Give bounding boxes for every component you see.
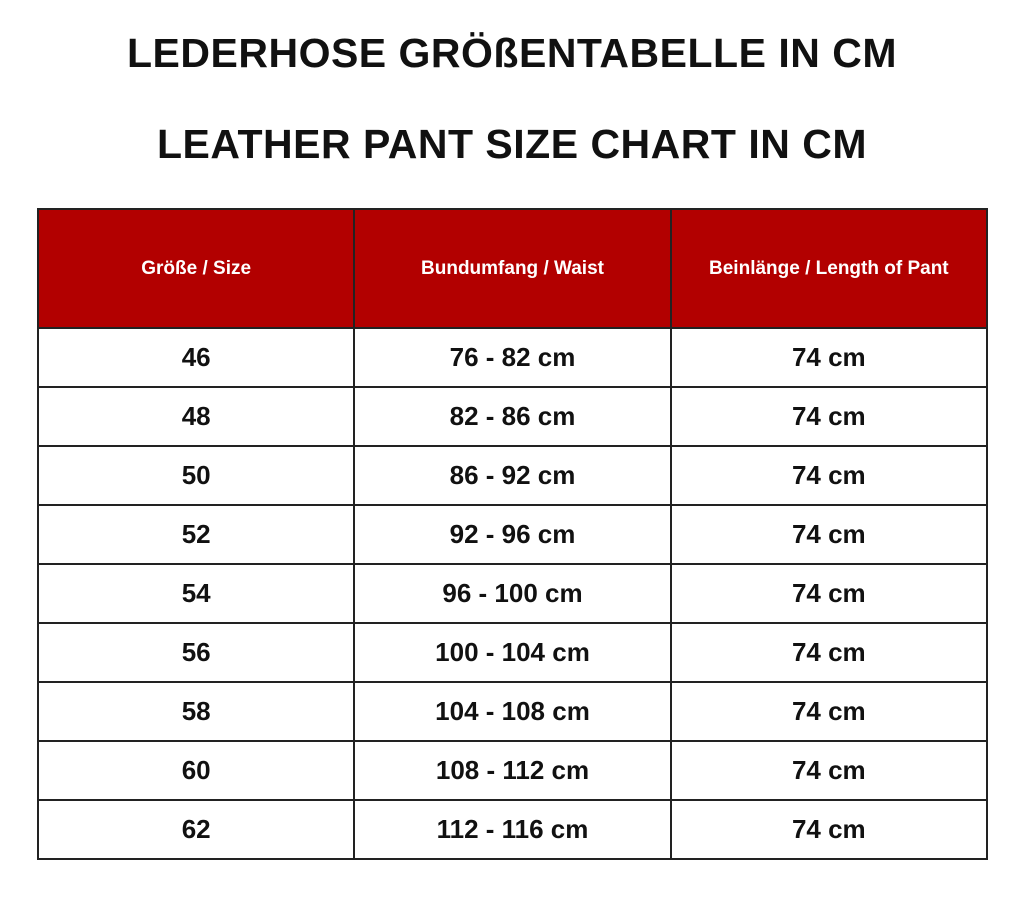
table-cell: 74 cm [669, 504, 989, 565]
column-header: Beinlänge / Length of Pant [669, 208, 989, 329]
table-cell: 74 cm [669, 327, 989, 388]
table-cell: 56 [36, 622, 356, 683]
header-row: Größe / Size Bundumfang / Waist Beinlänge … [36, 208, 989, 329]
title: LEDERHOSE GRÖßENTABELLE IN CM [127, 30, 897, 76]
table-row: 52 92 - 96 cm 74 cm [36, 504, 989, 565]
table-row: 50 86 - 92 cm 74 cm [36, 445, 989, 506]
column-header: Bundumfang / Waist [353, 208, 672, 329]
table-cell: 82 - 86 cm [353, 386, 672, 447]
table-cell: 112 - 116 cm [353, 799, 672, 860]
table-cell: 74 cm [669, 740, 989, 801]
table-row: 46 76 - 82 cm 74 cm [36, 327, 989, 388]
column-header: Größe / Size [36, 208, 356, 329]
table-cell: 76 - 82 cm [353, 327, 672, 388]
table-cell: 74 cm [669, 563, 989, 624]
table-cell: 74 cm [669, 799, 989, 860]
table-cell: 48 [36, 386, 356, 447]
table-row: 48 82 - 86 cm 74 cm [36, 386, 989, 447]
table-cell: 104 - 108 cm [353, 681, 672, 742]
table-row: 58 104 - 108 cm 74 cm [36, 681, 989, 742]
table-cell: 108 - 112 cm [353, 740, 672, 801]
table-cell: 100 - 104 cm [353, 622, 672, 683]
table-cell: 62 [36, 799, 356, 860]
table-cell: 46 [36, 327, 356, 388]
size-table: Größe / Size Bundumfang / Waist Beinlänge … [36, 208, 989, 860]
table-cell: 60 [36, 740, 356, 801]
table-cell: 96 - 100 cm [353, 563, 672, 624]
table-row: 54 96 - 100 cm 74 cm [36, 563, 989, 624]
table-cell: 74 cm [669, 445, 989, 506]
table-cell: 74 cm [669, 386, 989, 447]
table-cell: 54 [36, 563, 356, 624]
table-row: 60 108 - 112 cm 74 cm [36, 740, 989, 801]
table-cell: 58 [36, 681, 356, 742]
table-head: Größe / Size Bundumfang / Waist Beinlänge … [36, 208, 989, 329]
table-body: 46 76 - 82 cm 74 cm 48 82 - 86 cm 74 cm 50 86 -… [36, 327, 989, 860]
table-cell: 50 [36, 445, 356, 506]
table-row: 56 100 - 104 cm 74 cm [36, 622, 989, 683]
table-cell: 92 - 96 cm [353, 504, 672, 565]
table-cell: 86 - 92 cm [353, 445, 672, 506]
subtitle: LEATHER PANT SIZE CHART IN CM [157, 121, 867, 167]
table-cell: 52 [36, 504, 356, 565]
table-cell: 74 cm [669, 681, 989, 742]
table-cell: 74 cm [669, 622, 989, 683]
table-row: 62 112 - 116 cm 74 cm [36, 799, 989, 860]
